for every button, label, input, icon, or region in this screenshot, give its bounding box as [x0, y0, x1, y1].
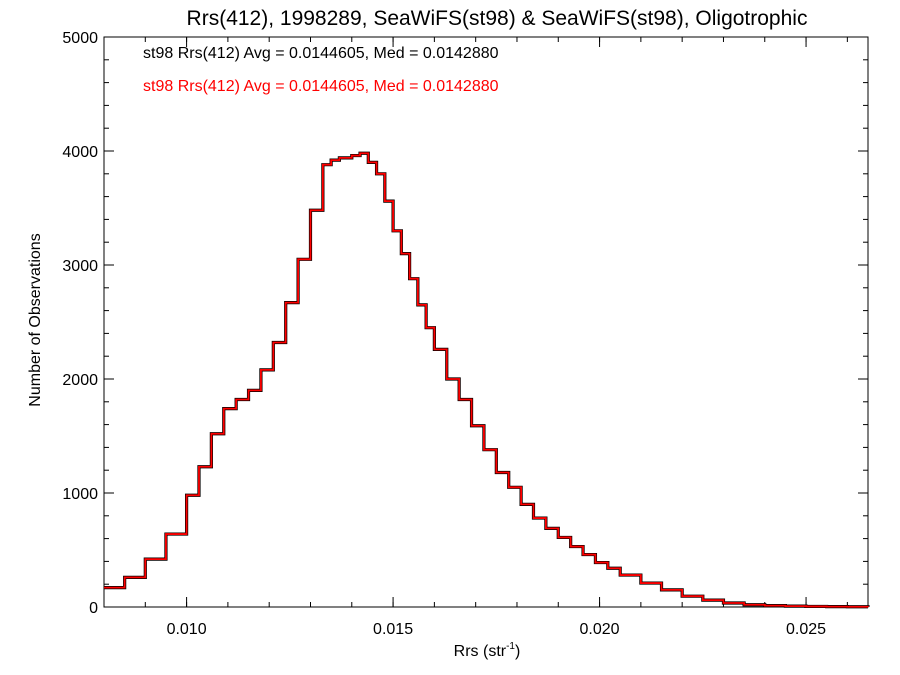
x-tick-label: 0.015	[373, 621, 413, 638]
y-tick-label: 4000	[62, 144, 98, 161]
y-axis: 0 1000 2000 3000 4000 5000	[62, 30, 868, 617]
y-tick-label: 0	[89, 600, 98, 617]
annotation-black: st98 Rrs(412) Avg = 0.0144605, Med = 0.0…	[143, 45, 499, 62]
x-tick-label: 0.010	[167, 621, 207, 638]
annotation-red: st98 Rrs(412) Avg = 0.0144605, Med = 0.0…	[143, 78, 499, 95]
y-tick-label: 5000	[62, 30, 98, 47]
plot-border	[103, 36, 869, 608]
plot-frame	[103, 36, 869, 608]
x-axis-label: Rrs (str-1)	[454, 641, 521, 660]
x-tick-label: 0.020	[580, 621, 620, 638]
x-axis-label-close: )	[515, 643, 520, 660]
y-tick-label: 1000	[62, 486, 98, 503]
x-axis-label-sup: -1	[506, 641, 515, 652]
y-tick-label: 2000	[62, 372, 98, 389]
y-axis-label: Number of Observations	[27, 233, 44, 406]
x-tick-label: 0.025	[786, 621, 826, 638]
y-tick-label: 3000	[62, 258, 98, 275]
chart-title: Rrs(412), 1998289, SeaWiFS(st98) & SeaWi…	[187, 7, 808, 30]
x-axis-label-main: Rrs (str	[454, 643, 507, 660]
series-outline	[104, 151, 870, 609]
series-layer	[104, 151, 870, 609]
x-axis: 0.010 0.015 0.020 0.025	[103, 37, 848, 638]
series-line	[104, 152, 869, 608]
